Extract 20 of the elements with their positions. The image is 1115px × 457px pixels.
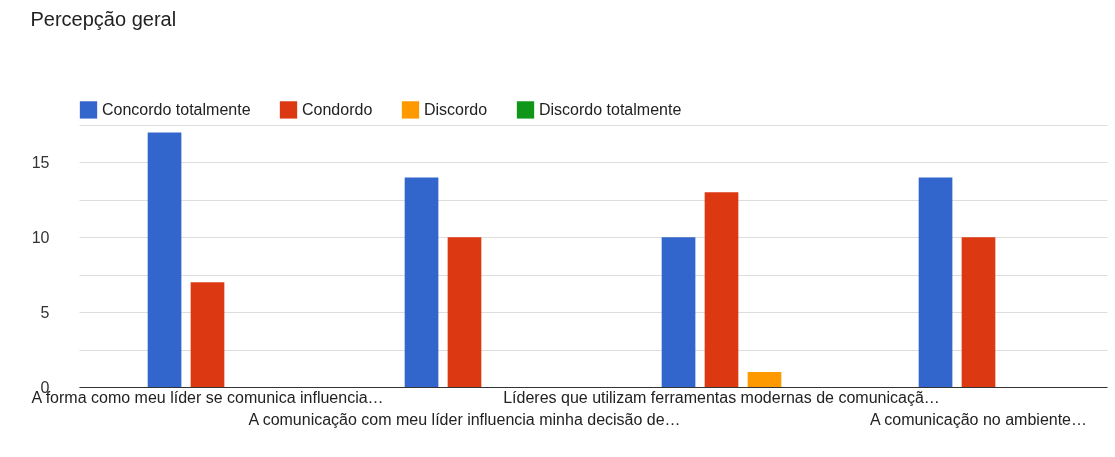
bar	[404, 177, 439, 387]
bar	[704, 192, 739, 387]
x-tick-label: A comunicação com meu líder influencia minha decisão de…	[248, 410, 681, 428]
bar	[447, 237, 482, 387]
legend-label: Condordo	[302, 100, 373, 118]
x-tick-label: A comunicação no ambiente…	[869, 410, 1088, 428]
bar	[661, 237, 696, 387]
bar	[961, 237, 996, 387]
bar	[918, 177, 953, 387]
y-tick-label: 10	[31, 228, 50, 246]
bar	[747, 372, 782, 387]
legend-label: Discordo	[424, 100, 488, 118]
y-tick-label: 5	[40, 303, 50, 321]
bar	[147, 132, 182, 387]
legend-label: Concordo totalmente	[102, 100, 251, 118]
legend-label: Discordo totalmente	[539, 100, 682, 118]
x-tick-label: Líderes que utilizam ferramentas modernas de comunicaçã…	[503, 388, 940, 406]
bar	[190, 282, 225, 387]
chart-title: Percepção geral	[30, 8, 177, 30]
y-tick-label: 15	[31, 153, 50, 171]
